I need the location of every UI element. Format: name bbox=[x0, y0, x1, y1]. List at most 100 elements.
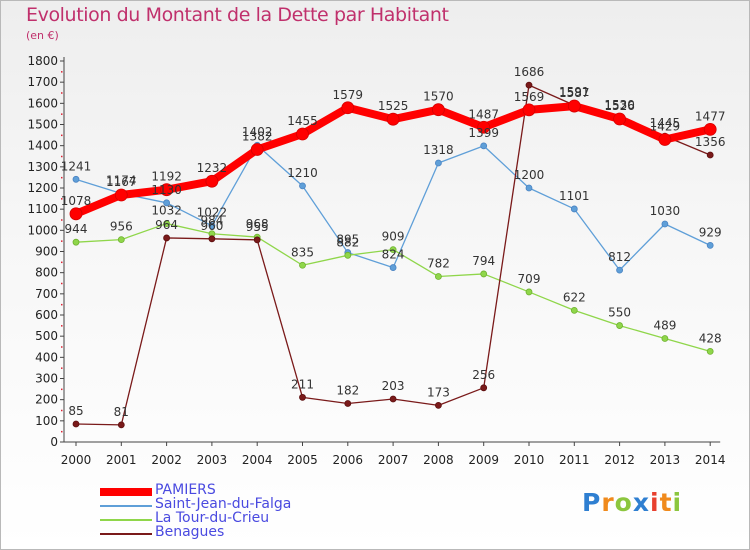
unit-label: (en €) bbox=[26, 29, 59, 42]
y-tick-label: 700 bbox=[35, 287, 58, 301]
data-label: 984 bbox=[200, 214, 223, 228]
data-label: 1356 bbox=[695, 135, 726, 149]
data-label: 1210 bbox=[287, 166, 318, 180]
data-label: 1587 bbox=[559, 86, 590, 100]
x-tick-label: 2001 bbox=[106, 453, 137, 467]
legend-swatch bbox=[100, 519, 152, 521]
x-tick-label: 2003 bbox=[197, 453, 228, 467]
data-label: 960 bbox=[200, 219, 223, 233]
data-point bbox=[658, 133, 672, 146]
data-point bbox=[341, 101, 355, 115]
logo-letter: r bbox=[601, 488, 615, 517]
y-minor-tick bbox=[61, 325, 63, 327]
data-label: 1579 bbox=[333, 88, 364, 102]
data-label: 824 bbox=[382, 248, 405, 262]
y-minor-tick bbox=[61, 198, 63, 200]
data-label: 1525 bbox=[378, 99, 409, 113]
legend-label: La Tour-du-Crieu bbox=[155, 510, 270, 526]
data-label: 622 bbox=[563, 290, 586, 304]
x-tick-label: 2005 bbox=[287, 453, 318, 467]
data-label: 428 bbox=[699, 331, 722, 345]
data-point bbox=[72, 420, 80, 428]
data-point bbox=[253, 236, 261, 244]
legend-swatch bbox=[100, 533, 152, 535]
data-label: 1570 bbox=[423, 90, 454, 104]
y-tick-label: 1500 bbox=[27, 118, 58, 132]
data-point bbox=[525, 288, 533, 296]
data-point bbox=[434, 401, 442, 409]
data-label: 256 bbox=[472, 368, 495, 382]
logo-letter: x bbox=[632, 488, 650, 517]
data-label: 1232 bbox=[197, 161, 228, 175]
data-point bbox=[389, 395, 397, 403]
data-point bbox=[567, 99, 581, 113]
data-point bbox=[72, 238, 80, 246]
logo-letter: i bbox=[672, 488, 683, 517]
data-label: 1174 bbox=[106, 174, 137, 188]
data-label: 1402 bbox=[242, 125, 273, 139]
data-label: 1130 bbox=[151, 183, 182, 197]
x-tick-label: 2013 bbox=[650, 453, 681, 467]
y-minor-tick bbox=[61, 430, 63, 433]
y-minor-tick bbox=[61, 134, 63, 137]
data-label: 1399 bbox=[468, 126, 499, 140]
data-point bbox=[344, 251, 352, 259]
x-tick-label: 2009 bbox=[468, 453, 499, 467]
data-label: 1455 bbox=[287, 114, 318, 128]
data-point bbox=[250, 143, 264, 156]
data-label: 203 bbox=[382, 379, 405, 393]
data-label: 1101 bbox=[559, 189, 590, 203]
y-tick-label: 500 bbox=[35, 329, 58, 343]
logo-letter: o bbox=[614, 488, 633, 517]
data-point bbox=[299, 261, 306, 269]
y-tick-label: 1300 bbox=[27, 160, 58, 174]
data-point bbox=[389, 246, 397, 253]
data-point bbox=[703, 122, 717, 136]
y-tick-label: 900 bbox=[35, 245, 58, 259]
data-label: 1192 bbox=[151, 170, 182, 184]
y-tick-label: 1600 bbox=[27, 96, 58, 110]
logo-letter: t bbox=[659, 488, 673, 517]
data-label: 835 bbox=[291, 245, 314, 259]
data-label: 1241 bbox=[61, 159, 92, 173]
y-tick-label: 300 bbox=[35, 372, 58, 386]
data-point bbox=[114, 188, 128, 202]
x-tick-label: 2008 bbox=[423, 453, 454, 467]
x-tick-label: 2011 bbox=[559, 453, 590, 467]
data-label: 1526 bbox=[604, 99, 635, 113]
data-point bbox=[434, 273, 442, 280]
y-tick-label: 200 bbox=[35, 393, 58, 407]
data-point bbox=[296, 127, 309, 141]
data-label: 1591 bbox=[559, 85, 590, 99]
legend-label: Benagues bbox=[155, 524, 225, 540]
data-label: 1530 bbox=[604, 98, 635, 112]
data-label: 944 bbox=[65, 222, 88, 236]
data-label: 1429 bbox=[650, 120, 681, 134]
y-tick-label: 1200 bbox=[27, 181, 58, 195]
data-label: 1318 bbox=[423, 143, 454, 157]
y-minor-tick bbox=[61, 303, 63, 306]
data-label: 909 bbox=[382, 230, 405, 244]
data-point bbox=[344, 400, 352, 407]
data-point bbox=[160, 183, 174, 197]
y-tick-label: 1400 bbox=[27, 139, 58, 153]
data-point bbox=[434, 159, 442, 167]
data-label: 211 bbox=[291, 377, 314, 391]
logo-letter: i bbox=[650, 488, 660, 517]
data-point bbox=[389, 264, 397, 271]
data-point bbox=[431, 103, 445, 117]
data-label: 1030 bbox=[650, 204, 681, 218]
legend-label: Saint-Jean-du-Falga bbox=[155, 496, 292, 512]
data-label: 1686 bbox=[514, 65, 545, 79]
data-label: 882 bbox=[336, 235, 359, 249]
y-minor-tick bbox=[61, 71, 63, 73]
x-tick-label: 2012 bbox=[604, 453, 635, 467]
data-point bbox=[480, 384, 488, 392]
data-label: 1569 bbox=[514, 90, 545, 104]
x-tick-label: 2006 bbox=[333, 453, 364, 467]
y-tick-label: 1800 bbox=[27, 54, 58, 68]
chart-title: Evolution du Montant de la Dette par Hab… bbox=[26, 4, 449, 26]
data-point bbox=[208, 222, 216, 230]
